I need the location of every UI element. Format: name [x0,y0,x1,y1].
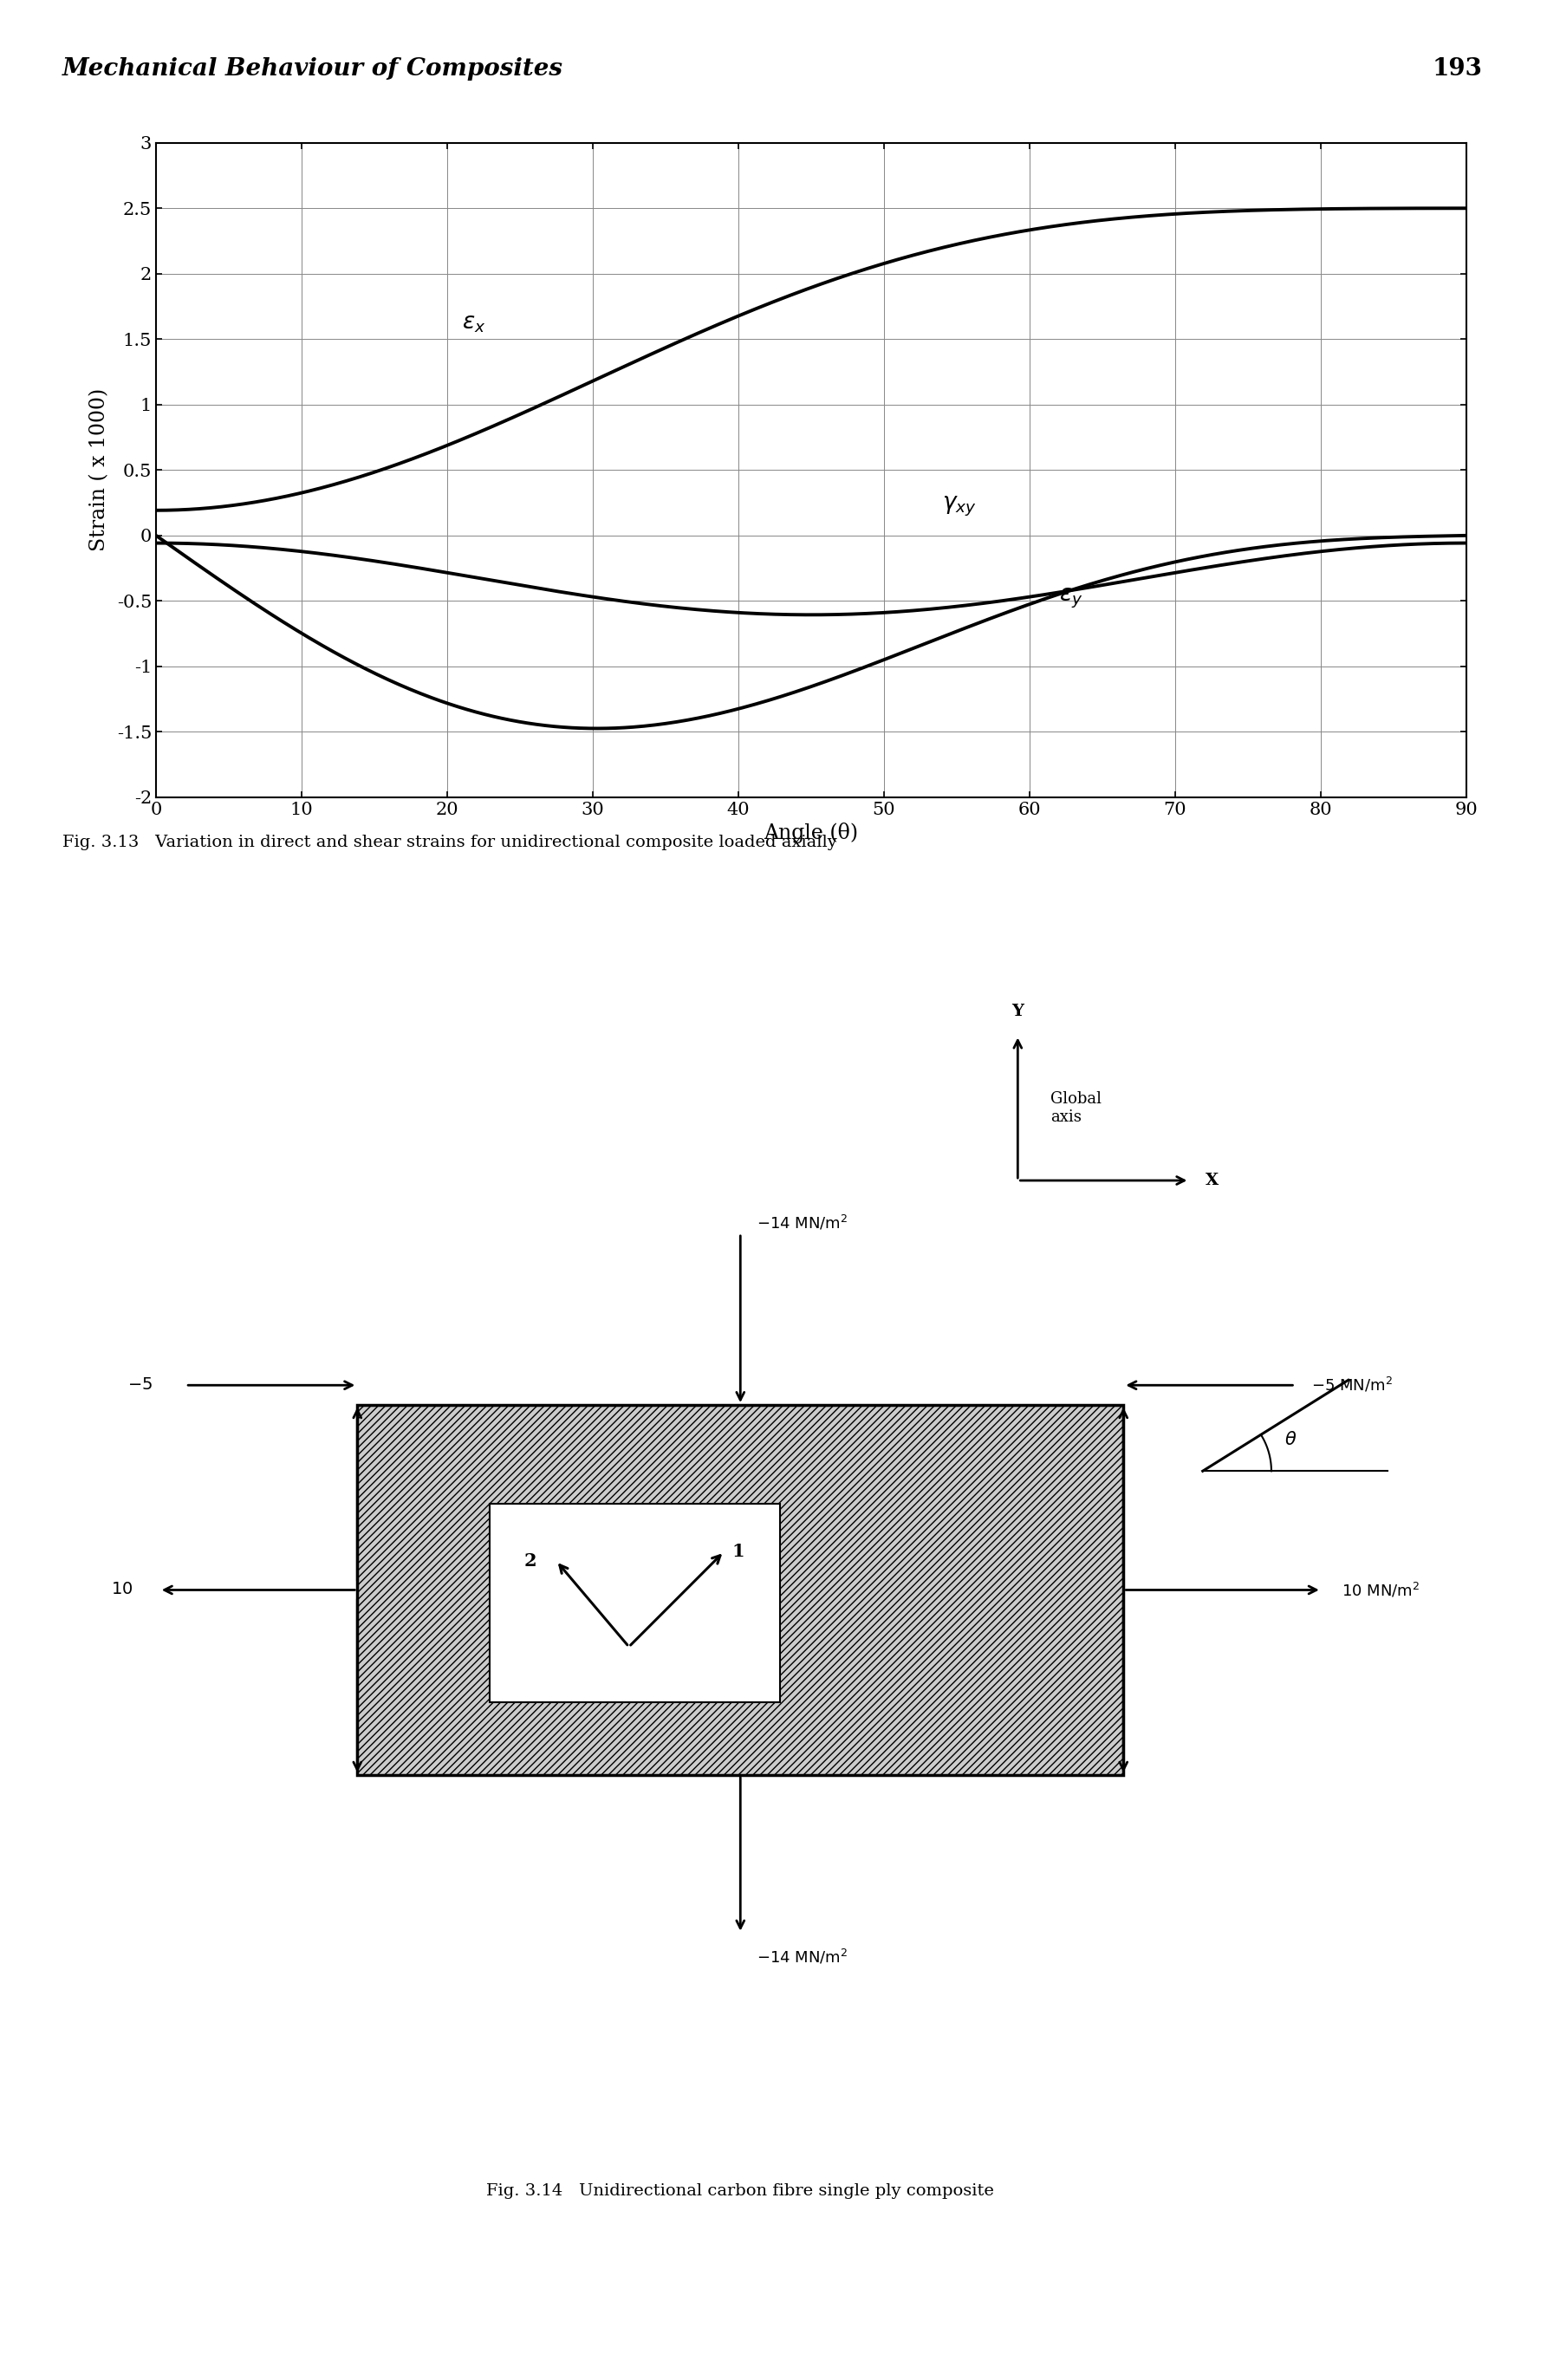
Text: $-5$: $-5$ [128,1378,153,1392]
Text: Y: Y [1012,1004,1023,1019]
Text: $\varepsilon_y$: $\varepsilon_y$ [1059,585,1083,609]
Text: 193: 193 [1432,57,1482,81]
Text: $\theta$: $\theta$ [1284,1430,1296,1449]
X-axis label: Angle (θ): Angle (θ) [764,823,858,843]
Text: $10\ \mathrm{MN/m^2}$: $10\ \mathrm{MN/m^2}$ [1342,1580,1420,1599]
Text: $-14\ \mathrm{MN/m^2}$: $-14\ \mathrm{MN/m^2}$ [757,1214,847,1233]
Text: 2: 2 [524,1552,537,1568]
Text: X: X [1206,1173,1218,1188]
Text: $\varepsilon_x$: $\varepsilon_x$ [462,312,485,333]
Text: $-14\ \mathrm{MN/m^2}$: $-14\ \mathrm{MN/m^2}$ [757,1947,847,1966]
Bar [490,1504,780,1702]
Text: Fig. 3.14   Unidirectional carbon fibre single ply composite: Fig. 3.14 Unidirectional carbon fibre si… [487,2182,994,2199]
Bar [357,1404,1123,1775]
Text: $10$: $10$ [111,1583,133,1597]
Y-axis label: Strain ( x 1000): Strain ( x 1000) [89,388,109,552]
Text: Global
axis: Global axis [1051,1090,1101,1126]
Text: $-5\ \mathrm{MN/m^2}$: $-5\ \mathrm{MN/m^2}$ [1310,1376,1393,1395]
Text: Fig. 3.13   Variation in direct and shear strains for unidirectional composite l: Fig. 3.13 Variation in direct and shear … [62,835,838,850]
Text: $\gamma_{xy}$: $\gamma_{xy}$ [942,495,977,519]
Text: Mechanical Behaviour of Composites: Mechanical Behaviour of Composites [62,57,563,81]
Text: 1: 1 [732,1542,744,1561]
